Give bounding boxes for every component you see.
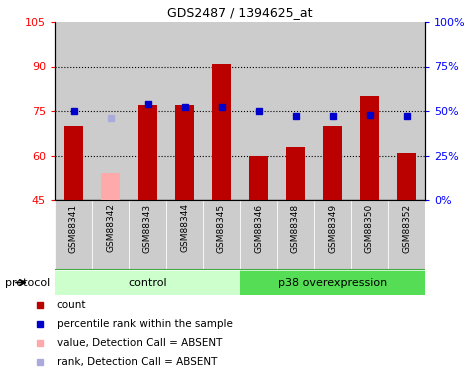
Bar: [203, 22, 240, 200]
Text: count: count: [57, 300, 86, 309]
Text: protocol: protocol: [5, 278, 50, 288]
Bar: [286, 147, 305, 200]
Bar: [92, 22, 129, 200]
Bar: [55, 200, 92, 270]
Bar: [166, 22, 203, 200]
Text: GSM88346: GSM88346: [254, 204, 263, 253]
Text: GSM88350: GSM88350: [365, 204, 374, 253]
Bar: [175, 105, 194, 200]
Text: rank, Detection Call = ABSENT: rank, Detection Call = ABSENT: [57, 357, 217, 367]
Text: percentile rank within the sample: percentile rank within the sample: [57, 319, 232, 328]
Bar: [314, 22, 351, 200]
Bar: [129, 22, 166, 200]
Text: GSM88349: GSM88349: [328, 204, 337, 253]
Bar: [55, 270, 240, 295]
Bar: [92, 200, 129, 270]
Bar: [388, 22, 425, 200]
Bar: [240, 200, 277, 270]
Bar: [277, 22, 314, 200]
Title: GDS2487 / 1394625_at: GDS2487 / 1394625_at: [167, 6, 313, 20]
Bar: [314, 200, 351, 270]
Text: GSM88348: GSM88348: [291, 204, 300, 253]
Bar: [203, 200, 240, 270]
Bar: [277, 200, 314, 270]
Bar: [64, 126, 83, 200]
Bar: [101, 173, 120, 200]
Bar: [388, 200, 425, 270]
Text: GSM88345: GSM88345: [217, 204, 226, 253]
Text: GSM88341: GSM88341: [69, 204, 78, 253]
Bar: [138, 105, 157, 200]
Text: value, Detection Call = ABSENT: value, Detection Call = ABSENT: [57, 338, 222, 348]
Bar: [212, 63, 231, 200]
Bar: [166, 200, 203, 270]
Text: control: control: [128, 278, 167, 288]
Bar: [351, 200, 388, 270]
Text: GSM88352: GSM88352: [402, 204, 411, 253]
Bar: [360, 96, 379, 200]
Bar: [240, 270, 425, 295]
Bar: [323, 126, 342, 200]
Bar: [55, 22, 92, 200]
Text: GSM88342: GSM88342: [106, 204, 115, 252]
Text: GSM88344: GSM88344: [180, 204, 189, 252]
Text: GSM88343: GSM88343: [143, 204, 152, 253]
Bar: [397, 153, 416, 200]
Bar: [240, 22, 277, 200]
Bar: [249, 156, 268, 200]
Text: p38 overexpression: p38 overexpression: [278, 278, 387, 288]
Bar: [351, 22, 388, 200]
Bar: [129, 200, 166, 270]
